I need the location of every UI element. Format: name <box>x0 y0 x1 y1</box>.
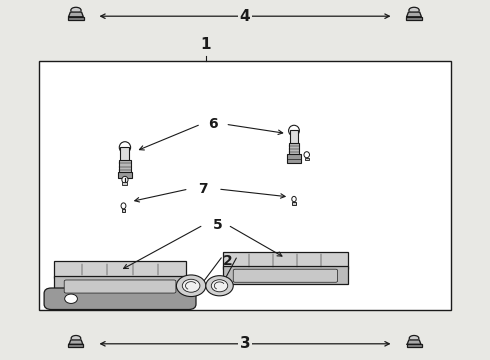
Ellipse shape <box>71 7 81 13</box>
Circle shape <box>237 270 250 280</box>
Text: 6: 6 <box>208 117 218 131</box>
Text: 2: 2 <box>223 254 233 268</box>
Bar <box>292 202 296 205</box>
Bar <box>39 61 451 310</box>
FancyBboxPatch shape <box>44 288 196 310</box>
Circle shape <box>182 279 200 292</box>
Bar <box>69 344 83 347</box>
Text: 7: 7 <box>198 182 208 196</box>
Bar <box>122 209 125 212</box>
Ellipse shape <box>289 125 299 136</box>
Circle shape <box>211 280 228 292</box>
FancyBboxPatch shape <box>233 269 338 282</box>
Polygon shape <box>69 12 83 17</box>
Ellipse shape <box>409 336 419 341</box>
Ellipse shape <box>121 203 126 209</box>
Ellipse shape <box>409 7 419 13</box>
Text: 3: 3 <box>240 336 250 351</box>
Bar <box>407 344 421 347</box>
Ellipse shape <box>71 336 81 341</box>
FancyBboxPatch shape <box>64 280 176 293</box>
Bar <box>406 17 422 20</box>
FancyBboxPatch shape <box>223 266 348 284</box>
FancyBboxPatch shape <box>223 252 348 269</box>
Polygon shape <box>69 340 83 344</box>
Ellipse shape <box>292 197 296 202</box>
Ellipse shape <box>119 142 131 153</box>
Ellipse shape <box>122 176 128 183</box>
Ellipse shape <box>304 152 310 158</box>
Bar <box>290 130 298 144</box>
Circle shape <box>176 275 206 297</box>
Text: 4: 4 <box>240 9 250 24</box>
Bar <box>287 154 301 163</box>
FancyBboxPatch shape <box>54 261 186 278</box>
Circle shape <box>206 276 233 296</box>
Text: 1: 1 <box>200 37 211 52</box>
Bar <box>119 160 131 173</box>
Bar <box>122 183 127 185</box>
Polygon shape <box>407 340 421 344</box>
Circle shape <box>65 294 77 303</box>
FancyBboxPatch shape <box>54 276 186 295</box>
Bar <box>121 147 129 161</box>
Text: 5: 5 <box>213 218 223 232</box>
Bar <box>305 158 309 160</box>
Bar <box>68 17 84 20</box>
Bar <box>118 172 132 177</box>
Bar <box>289 143 299 155</box>
Polygon shape <box>407 12 421 17</box>
